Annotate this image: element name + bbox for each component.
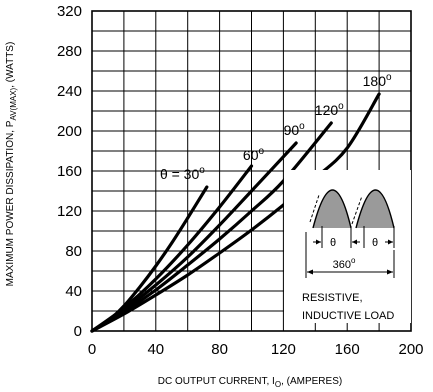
theta-left-arrowhead-b xyxy=(352,239,357,245)
load-note-line1: RESISTIVE, xyxy=(302,292,363,304)
curve-5 xyxy=(90,92,381,333)
x-tick-label: 40 xyxy=(147,341,164,358)
tick-labels: 0 40 80 120 160 200 0 40 80 120 160 200 240 280 320 xyxy=(57,3,424,358)
curve-label-3: 90o xyxy=(284,121,306,138)
theta-right-label: θ xyxy=(372,237,378,249)
x-tick-label: 200 xyxy=(398,341,423,358)
load-note-line2: INDUCTIVE LOAD xyxy=(302,310,394,322)
curve-label-5: 180o xyxy=(363,72,392,89)
curve-1 xyxy=(90,185,209,333)
period-arrowhead-left xyxy=(307,269,313,275)
curve-3 xyxy=(90,141,298,333)
period-label: 360o xyxy=(333,256,356,271)
x-tick-label: 160 xyxy=(335,341,360,358)
period-arrowhead-right xyxy=(387,269,393,275)
curve-label-2: 60o xyxy=(243,146,265,163)
curve-4 xyxy=(90,121,333,333)
x-tick-label: 80 xyxy=(211,341,228,358)
y-tick-label: 200 xyxy=(57,123,82,140)
curve-label-4: 120o xyxy=(315,101,344,118)
theta-left-label: θ xyxy=(330,237,336,249)
curve-labels: θ = 30o 60o 90o 120o 180o xyxy=(160,72,392,182)
waveform-inset: θ θ 360o RESISTIVE, INDUCTIVE LOAD xyxy=(284,170,411,323)
curve-label-1: θ = 30o xyxy=(160,165,205,182)
waveform-curve-2 xyxy=(355,189,395,229)
y-tick-label: 0 xyxy=(74,323,82,340)
inset-background xyxy=(284,170,411,323)
y-tick-label: 80 xyxy=(65,243,82,260)
y-tick-label: 240 xyxy=(57,83,82,100)
x-tick-label: 120 xyxy=(271,341,296,358)
theta-left-arrowhead-a xyxy=(316,239,321,245)
theta-right-arrowhead-b xyxy=(388,239,393,245)
y-tick-label: 320 xyxy=(57,3,82,20)
y-tick-label: 280 xyxy=(57,43,82,60)
curves xyxy=(90,92,381,333)
y-tick-label: 120 xyxy=(57,203,82,220)
x-tick-label: 0 xyxy=(88,341,96,358)
y-tick-label: 40 xyxy=(65,283,82,300)
waveform-curve-1 xyxy=(312,189,352,229)
y-tick-label: 160 xyxy=(57,163,82,180)
y-axis-title: MAXIMUM POWER DISSIPATION, PAV(MAX), (WA… xyxy=(5,42,18,287)
x-axis-title: DC OUTPUT CURRENT, IO, (AMPERES) xyxy=(158,376,342,389)
